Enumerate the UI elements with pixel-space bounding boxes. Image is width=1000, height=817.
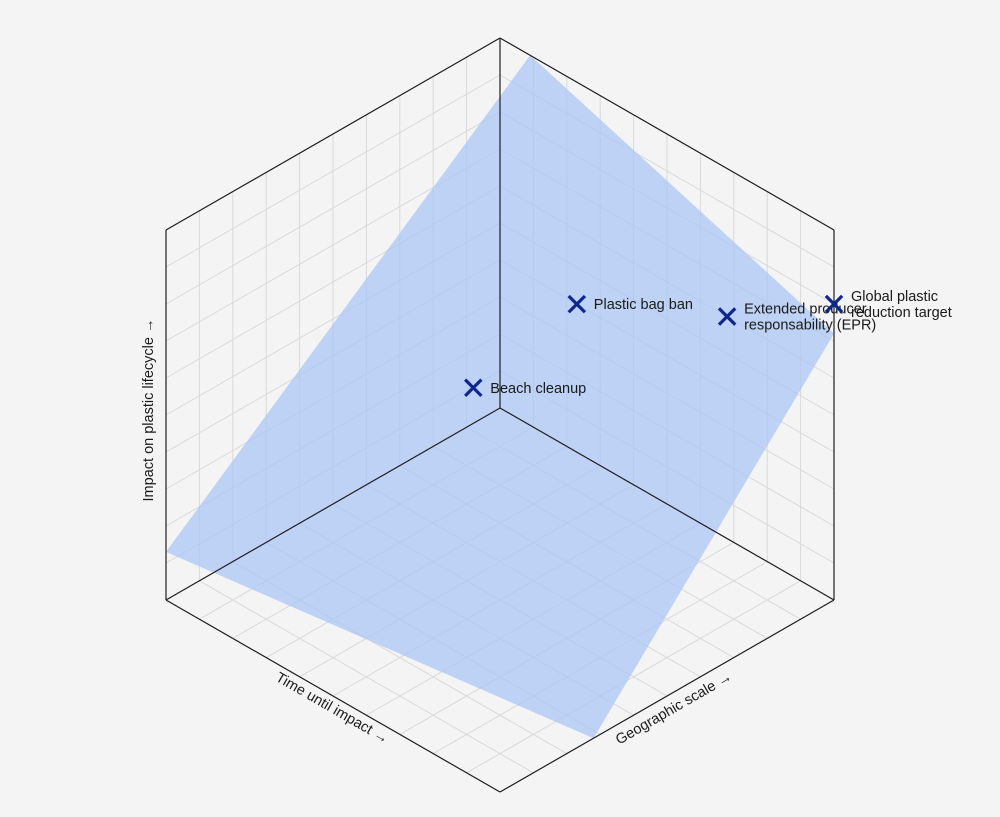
cube-edge [499,37,835,231]
marker-stroke [824,294,844,314]
point-marker [717,307,737,326]
cube-edge [499,407,835,601]
cube-edge [165,599,501,793]
cube-edge [165,37,501,231]
point-label: Plastic bag ban [594,297,693,313]
point-label-line: Global plastic [851,289,938,305]
cube-edge [499,599,835,793]
data-points: Beach cleanup Plastic bag ban Extended pro… [464,289,952,398]
point-label-line: Beach cleanup [490,381,586,397]
point-label-line: Extended producer [744,302,867,318]
cube-edges [165,37,835,793]
marker-stroke [567,294,587,314]
point-label: Global plastic reduction target [851,289,952,321]
point-label: Beach cleanup [490,381,586,397]
marker-stroke [717,307,737,326]
grid-line [466,580,801,774]
point-label-line: Plastic bag ban [594,297,693,313]
grid-line [165,111,501,305]
point-marker [567,294,587,314]
grid-line [199,580,534,774]
z-axis-label: Impact on plastic lifecycle → [141,319,157,502]
point-label-line: responsability (EPR) [744,318,876,334]
point-label-line: reduction target [851,305,952,321]
cube-edge [165,407,501,601]
point-marker [824,294,844,314]
marker-stroke [464,378,483,398]
y-axis-label: Geographic scale → [613,669,735,749]
grid-line [165,74,501,268]
point-marker [464,378,483,398]
